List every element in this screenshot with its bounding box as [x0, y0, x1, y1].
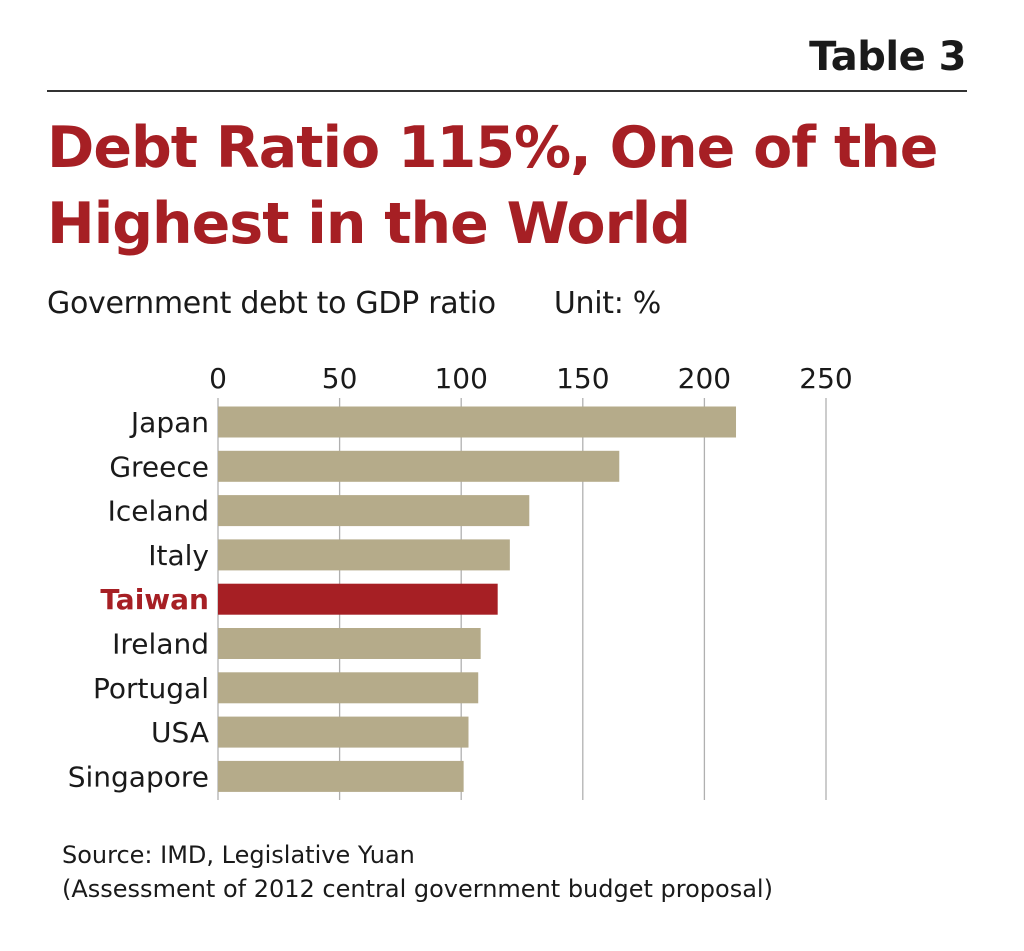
category-label: Taiwan — [100, 583, 209, 616]
bar — [218, 450, 620, 482]
source-note: Source: IMD, Legislative Yuan (Assessmen… — [62, 838, 773, 906]
category-label: Greece — [109, 450, 209, 483]
bar — [218, 716, 469, 748]
bar — [218, 628, 481, 659]
x-tick-label: 0 — [209, 362, 227, 395]
category-label: Iceland — [108, 495, 209, 528]
x-tick-label: 250 — [799, 362, 852, 395]
unit-label: Unit: % — [553, 286, 661, 321]
category-label: Italy — [148, 539, 209, 572]
category-label: Japan — [129, 406, 209, 439]
header-divider — [47, 90, 967, 92]
bar — [218, 495, 530, 527]
category-label: Portugal — [93, 672, 209, 705]
chart-title-line-1: Debt Ratio 115%, One of the — [47, 115, 938, 181]
category-label: Singapore — [68, 760, 209, 793]
bar — [218, 760, 464, 792]
x-tick-label: 200 — [678, 362, 731, 395]
chart-subtitle-row: Government debt to GDP ratio Unit: % — [47, 286, 661, 321]
category-label: USA — [151, 716, 209, 749]
category-label: Ireland — [112, 628, 209, 661]
bar — [218, 539, 510, 571]
table-number-label: Table 3 — [809, 34, 966, 80]
source-line-2: (Assessment of 2012 central government b… — [62, 875, 773, 903]
chart-title-line-2: Highest in the World — [47, 191, 691, 257]
chart-subtitle: Government debt to GDP ratio — [47, 286, 496, 321]
chart-title: Debt Ratio 115%, One of the Highest in t… — [47, 110, 977, 262]
x-tick-label: 50 — [322, 362, 358, 395]
source-line-1: Source: IMD, Legislative Yuan — [62, 841, 415, 869]
x-tick-label: 100 — [434, 362, 487, 395]
bar — [218, 672, 479, 704]
bar — [218, 583, 498, 615]
x-tick-label: 150 — [556, 362, 609, 395]
bar — [218, 406, 737, 438]
